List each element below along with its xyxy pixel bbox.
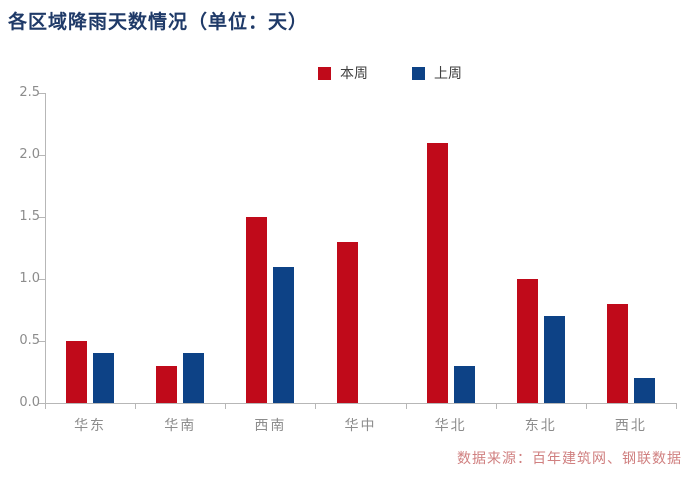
y-axis-tick — [38, 93, 45, 94]
x-axis-label: 华中 — [344, 418, 377, 434]
this-week-swatch-icon — [318, 66, 331, 80]
x-axis-label: 西南 — [254, 418, 287, 434]
x-axis-tick — [676, 404, 677, 409]
bar-本周-华东 — [66, 341, 87, 403]
last-week-swatch-icon — [412, 66, 425, 80]
y-axis-tick-label: 1.0 — [19, 271, 40, 286]
legend-item-last-week: 上周 — [412, 63, 462, 83]
x-axis-label: 西北 — [614, 418, 647, 434]
bar-本周-西南 — [246, 217, 267, 403]
x-axis-label: 华北 — [434, 418, 467, 434]
x-axis-tick — [315, 404, 317, 409]
bar-本周-华北 — [427, 143, 448, 403]
y-axis-tick — [38, 341, 45, 342]
bar-本周-华中 — [337, 242, 358, 403]
chart-title: 各区域降雨天数情况（单位：天） — [8, 11, 309, 33]
x-axis-tick — [45, 404, 46, 409]
y-axis-tick-label: 2.0 — [19, 147, 40, 162]
bar-本周-东北 — [517, 279, 538, 403]
y-axis-tick — [38, 403, 45, 404]
y-axis-tick — [38, 279, 45, 280]
y-axis-tick — [38, 155, 45, 156]
x-axis-tick — [405, 404, 407, 409]
bar-本周-华南 — [156, 366, 177, 403]
x-axis-tick — [585, 404, 587, 409]
bar-上周-西南 — [273, 267, 294, 403]
x-axis-tick — [495, 404, 497, 409]
legend-label-this-week: 本周 — [340, 66, 368, 82]
x-axis-label: 东北 — [524, 418, 557, 434]
bar-本周-西北 — [607, 304, 628, 403]
y-axis-line — [45, 93, 46, 403]
legend: 本周 上周 — [318, 63, 462, 83]
x-axis-label: 华南 — [164, 418, 197, 434]
x-axis-tick — [225, 404, 227, 409]
x-axis-label: 华东 — [74, 418, 107, 434]
y-axis-tick — [38, 217, 45, 218]
y-axis-tick-label: 0.0 — [19, 395, 40, 410]
y-axis-tick-label: 2.5 — [19, 85, 40, 100]
legend-label-last-week: 上周 — [434, 66, 462, 82]
bar-上周-华南 — [183, 353, 204, 403]
y-axis-tick-label: 0.5 — [19, 333, 40, 348]
bar-上周-华东 — [93, 353, 114, 403]
bar-上周-东北 — [544, 316, 565, 403]
data-source-text: 数据来源：百年建筑网、钢联数据 — [457, 451, 682, 467]
legend-item-this-week: 本周 — [318, 63, 368, 83]
x-axis-line — [45, 403, 677, 404]
bar-上周-华北 — [454, 366, 475, 403]
y-axis-tick-label: 1.5 — [19, 209, 40, 224]
bar-上周-西北 — [634, 378, 655, 403]
x-axis-tick — [135, 404, 137, 409]
